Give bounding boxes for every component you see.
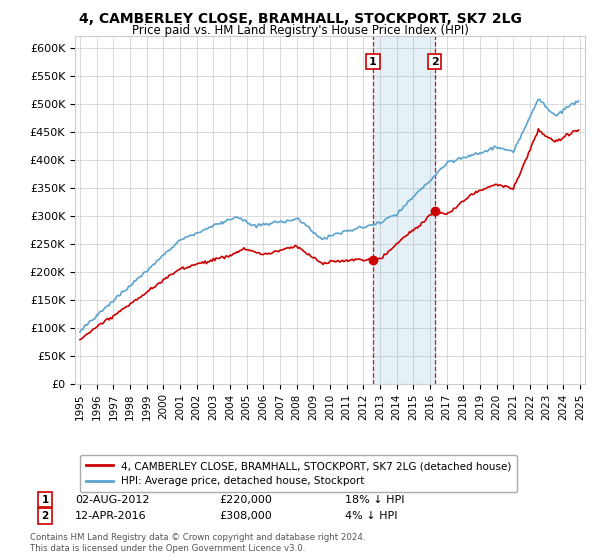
Text: 12-APR-2016: 12-APR-2016 [75,511,146,521]
Text: 02-AUG-2012: 02-AUG-2012 [75,494,149,505]
Legend: 4, CAMBERLEY CLOSE, BRAMHALL, STOCKPORT, SK7 2LG (detached house), HPI: Average : 4, CAMBERLEY CLOSE, BRAMHALL, STOCKPORT,… [80,455,517,492]
Text: £220,000: £220,000 [219,494,272,505]
Text: 4% ↓ HPI: 4% ↓ HPI [345,511,398,521]
Text: 1: 1 [369,57,377,67]
Text: £308,000: £308,000 [219,511,272,521]
Bar [373,36,434,384]
Text: Contains HM Land Registry data © Crown copyright and database right 2024.
This d: Contains HM Land Registry data © Crown c… [30,533,365,553]
Text: 4, CAMBERLEY CLOSE, BRAMHALL, STOCKPORT, SK7 2LG: 4, CAMBERLEY CLOSE, BRAMHALL, STOCKPORT,… [79,12,521,26]
Text: 1: 1 [41,494,49,505]
Text: 18% ↓ HPI: 18% ↓ HPI [345,494,404,505]
Text: 2: 2 [431,57,439,67]
Text: 2: 2 [41,511,49,521]
Text: Price paid vs. HM Land Registry's House Price Index (HPI): Price paid vs. HM Land Registry's House … [131,24,469,36]
